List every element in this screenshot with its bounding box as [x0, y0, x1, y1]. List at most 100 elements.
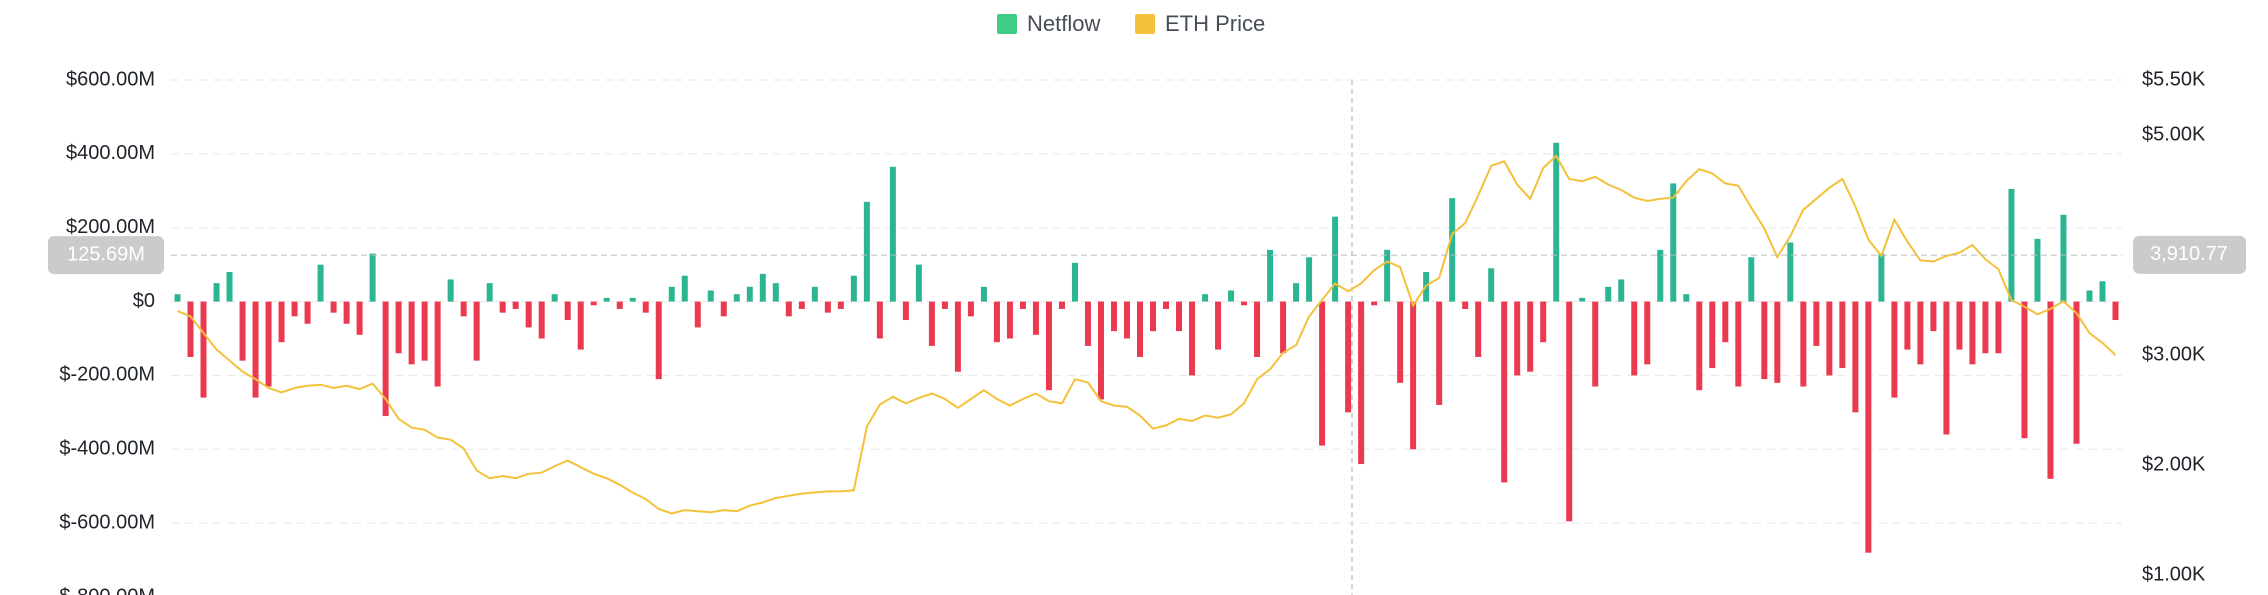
bar — [265, 301, 272, 387]
y2-tick-label: $5.00K — [2142, 123, 2206, 145]
bar — [187, 301, 194, 357]
bar — [356, 301, 363, 335]
bar — [486, 283, 493, 302]
bar — [252, 301, 259, 398]
bar — [1449, 198, 1456, 302]
bar — [1696, 301, 1703, 391]
bar — [980, 286, 987, 302]
bar — [1397, 301, 1404, 383]
bar — [1254, 301, 1261, 357]
bar — [876, 301, 883, 339]
bar — [681, 275, 688, 302]
bar — [1475, 301, 1482, 357]
bar — [226, 272, 233, 302]
bar — [1202, 294, 1209, 302]
bar — [1006, 301, 1013, 339]
crosshair-label: 125.69M — [67, 243, 145, 265]
bar — [629, 297, 636, 302]
bar — [1839, 301, 1846, 369]
bar — [837, 301, 844, 309]
bar — [850, 275, 857, 302]
bar — [2099, 281, 2106, 302]
legend-label: ETH Price — [1165, 11, 1265, 36]
bar — [1683, 294, 1690, 302]
bar — [1306, 257, 1313, 302]
bar — [1969, 301, 1976, 365]
bar — [174, 294, 181, 302]
bar — [2073, 301, 2080, 444]
bar — [1280, 301, 1287, 354]
bar — [317, 264, 324, 302]
bar — [447, 279, 454, 302]
bar — [408, 301, 415, 365]
bar — [1436, 301, 1443, 405]
bar — [720, 301, 727, 317]
bar — [1579, 297, 1586, 302]
y-tick-label: $0 — [133, 290, 155, 312]
bar — [1943, 301, 1950, 435]
bar — [603, 297, 610, 302]
bar — [1722, 301, 1729, 343]
bar — [499, 301, 506, 313]
bar — [473, 301, 480, 361]
bar — [2112, 301, 2119, 321]
bar — [1800, 301, 1807, 387]
bar — [1748, 257, 1755, 302]
y2-tick-label: $5.50K — [2142, 68, 2206, 90]
bar — [1514, 301, 1521, 376]
bar — [1215, 301, 1222, 350]
bar — [1163, 301, 1170, 309]
bar — [1176, 301, 1183, 332]
bar — [798, 301, 805, 309]
bar — [2008, 188, 2015, 302]
y-tick-label: $200.00M — [66, 216, 155, 238]
bar — [902, 301, 909, 321]
y-tick-label: $-200.00M — [59, 364, 155, 386]
bar — [1930, 301, 1937, 332]
bar — [1540, 301, 1547, 343]
bar — [1032, 301, 1039, 335]
bar — [395, 301, 402, 354]
bar — [1735, 301, 1742, 387]
bar — [382, 301, 389, 417]
bar — [2086, 290, 2093, 302]
bar — [1605, 286, 1612, 302]
bar — [1189, 301, 1196, 376]
bar — [1761, 301, 1768, 380]
bar — [2021, 301, 2028, 439]
bar — [1852, 301, 1859, 413]
bar — [1670, 183, 1677, 302]
bar — [863, 201, 870, 302]
bar — [1917, 301, 1924, 365]
y2-tick-label: $1.00K — [2142, 563, 2206, 585]
y2-tick-label: $2.00K — [2142, 453, 2206, 475]
legend-swatch — [1135, 14, 1155, 34]
bar — [1631, 301, 1638, 376]
bar — [1332, 216, 1339, 302]
bar — [1644, 301, 1651, 365]
bar — [369, 253, 376, 302]
bar — [811, 286, 818, 302]
bar — [954, 301, 961, 372]
bar — [1371, 301, 1378, 306]
bar — [746, 286, 753, 302]
bar — [1462, 301, 1469, 309]
bar — [1293, 283, 1300, 302]
bar — [2034, 238, 2041, 302]
bar — [1358, 301, 1365, 465]
bar — [1123, 301, 1130, 339]
crosshair-label-bg — [48, 236, 164, 275]
bar — [941, 301, 948, 309]
bar — [759, 273, 766, 302]
bar — [2060, 214, 2067, 302]
crosshair-label: 3,910.77 — [2150, 243, 2228, 265]
bar — [1774, 301, 1781, 383]
bar — [1956, 301, 1963, 350]
bar — [343, 301, 350, 324]
bar — [200, 301, 207, 398]
bar — [642, 301, 649, 313]
y-tick-label: $600.00M — [66, 68, 155, 90]
bar — [824, 301, 831, 313]
bar — [993, 301, 1000, 343]
bar — [1150, 301, 1157, 332]
